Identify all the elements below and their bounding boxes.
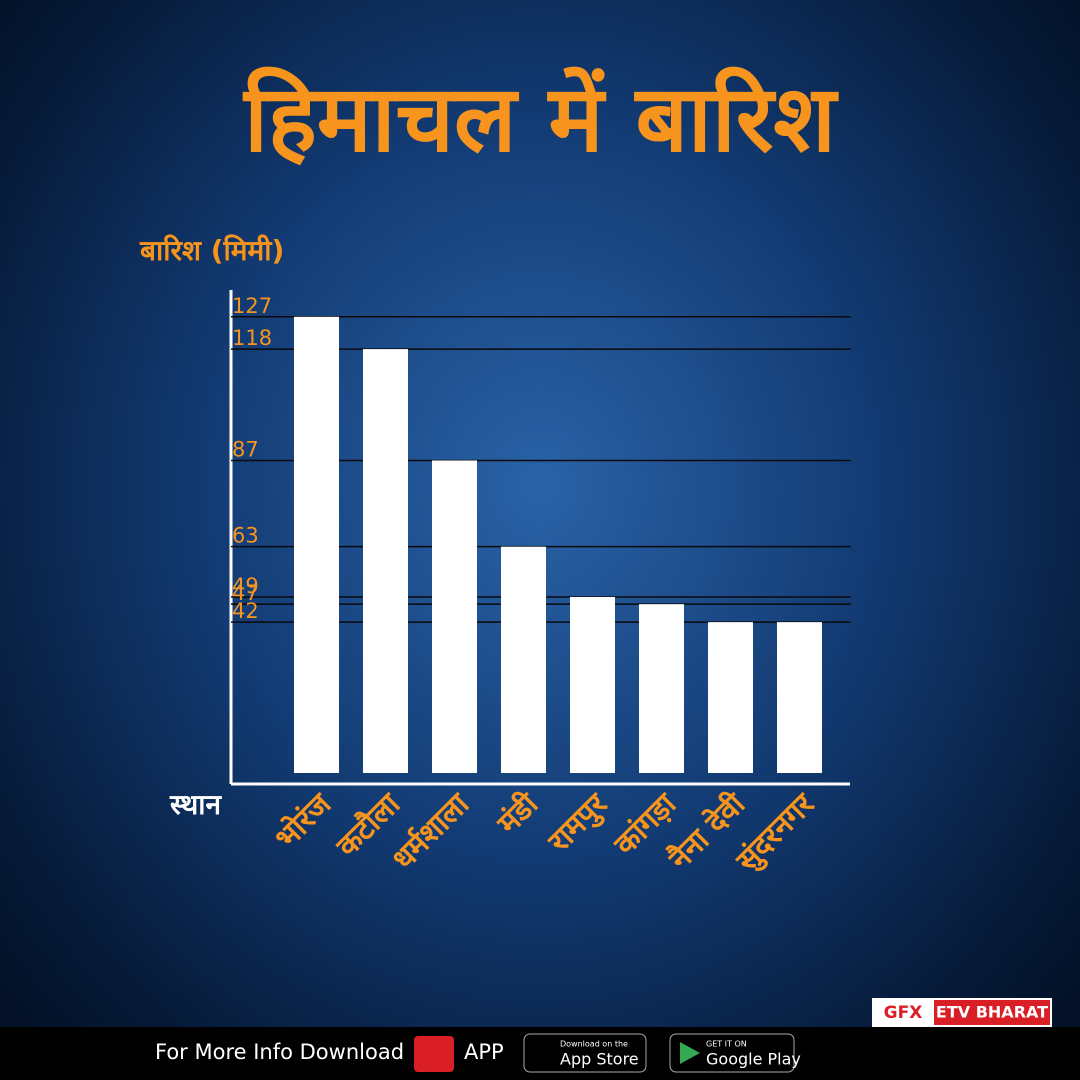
bar: [708, 622, 753, 773]
chart-title: हिमाचल में बारिश: [242, 65, 839, 172]
bar: [639, 604, 684, 773]
app-store-small: Download on the: [560, 1040, 628, 1049]
play-icon: [680, 1042, 700, 1064]
x-axis-label: स्थान: [169, 788, 222, 821]
google-play-badge[interactable]: [669, 1033, 795, 1073]
y-tick-label: 42: [232, 599, 259, 623]
y-tick-label: 127: [232, 294, 272, 318]
google-play: Google Play: [706, 1050, 801, 1069]
x-tick-label: मंडी: [489, 785, 546, 842]
y-axis-label: बारिश (मिमी): [139, 234, 284, 267]
etv-logo: [414, 1036, 454, 1072]
bar: [363, 349, 408, 773]
y-tick-label: 63: [232, 524, 259, 548]
y-tick-label: 87: [232, 437, 259, 461]
bar: [501, 546, 546, 773]
bar: [294, 316, 339, 773]
bar: [432, 460, 477, 773]
gfx-label: GFX: [884, 1003, 923, 1023]
brand-label: ETV BHARAT: [936, 1003, 1048, 1022]
bar: [570, 596, 615, 773]
footer-app: APP: [464, 1040, 504, 1064]
google-small: GET IT ON: [706, 1040, 747, 1049]
brand-badge: [934, 1000, 1050, 1025]
bar: [777, 622, 822, 773]
y-tick-label: 47: [232, 581, 259, 605]
x-tick-label: भोरंज: [268, 785, 340, 857]
app-store: App Store: [560, 1050, 639, 1069]
y-tick-label: 49: [232, 574, 259, 598]
app-store-badge[interactable]: [523, 1033, 647, 1073]
x-tick-label: सुंदरनगर: [729, 786, 823, 880]
footer-text: For More Info Download: [155, 1040, 404, 1064]
y-tick-label: 118: [232, 326, 272, 350]
x-tick-label: धर्मशाला: [385, 785, 477, 877]
x-tick-label: रामपुर: [541, 786, 616, 861]
